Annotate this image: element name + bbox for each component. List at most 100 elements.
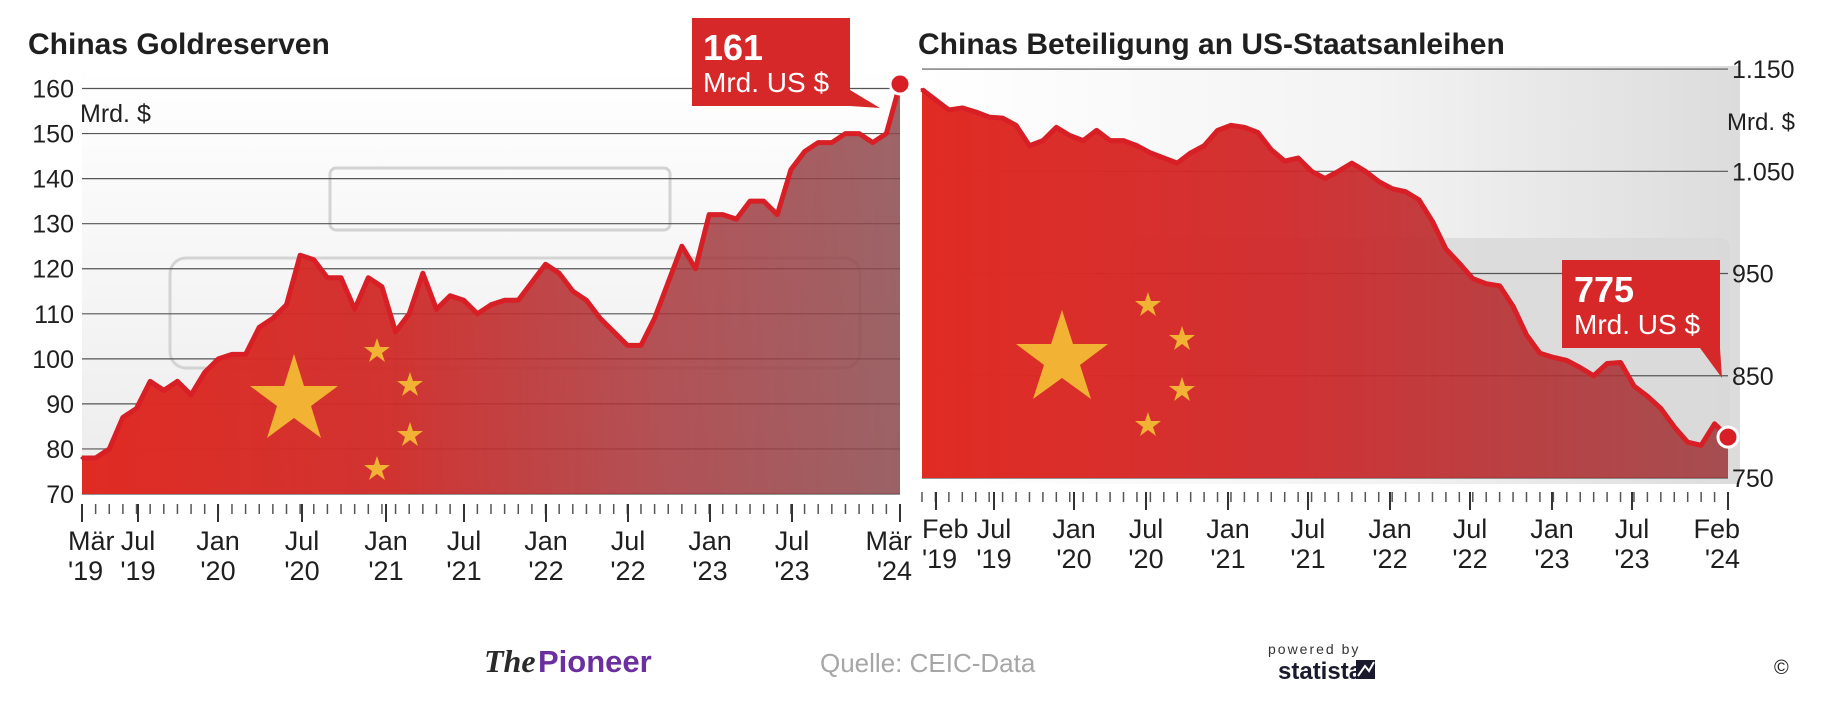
data-point [1538, 351, 1542, 355]
data-point [203, 370, 207, 374]
y-tick-label: 70 [46, 481, 74, 509]
data-point [421, 271, 425, 275]
data-point [503, 298, 507, 302]
data-point [762, 199, 766, 203]
data-point [1498, 284, 1502, 288]
data-point [1713, 422, 1717, 426]
y-tick-label: 100 [32, 346, 74, 374]
end-marker [1716, 425, 1740, 449]
china-flag-stars-right [1016, 292, 1195, 436]
data-point [884, 132, 888, 136]
x-tick-label-month: Jul [121, 526, 156, 556]
data-point [1054, 125, 1058, 129]
data-point [1525, 333, 1528, 337]
data-point [803, 150, 807, 154]
y-tick-label: 110 [34, 301, 74, 329]
data-point [121, 415, 125, 419]
x-tick-label-month: Feb [1693, 514, 1740, 544]
data-point [1336, 169, 1340, 173]
data-point [680, 244, 684, 248]
data-point [1081, 139, 1085, 143]
data-point [612, 330, 616, 334]
small-star-icon [1135, 412, 1161, 436]
left-x-axis: Mär'19Jul'19Jan'20Jul'20Jan'21Jul'21Jan'… [68, 504, 912, 586]
data-point [843, 132, 847, 136]
data-point [1189, 151, 1193, 155]
x-tick-label-month: Jan [364, 526, 408, 556]
left-callout: 161 Mrd. US $ [692, 18, 880, 108]
left-y-axis: 160 150 140 130 120 110 100 90 80 70 [32, 76, 74, 509]
y-tick-label: 1.050 [1732, 158, 1795, 186]
data-point [1592, 374, 1596, 378]
data-point [325, 276, 329, 280]
right-callout-unit: Mrd. US $ [1574, 309, 1700, 340]
data-point [653, 316, 657, 320]
data-point [189, 393, 193, 397]
data-point [1699, 443, 1703, 447]
china-flag-stars-left [250, 338, 423, 480]
data-point [974, 110, 978, 114]
y-tick-label: 150 [32, 121, 74, 149]
right-callout: 775 Mrd. US $ [1562, 260, 1722, 378]
data-point [1471, 277, 1475, 281]
right-x-axis: Feb'19Jul'19Jan'20Jul'20Jan'21Jul'21Jan'… [921, 492, 1740, 574]
data-point [1565, 358, 1569, 362]
data-point [162, 388, 166, 392]
data-point [734, 217, 738, 221]
data-point [1027, 144, 1031, 148]
right-callout-value: 775 [1574, 269, 1634, 310]
data-point [933, 98, 937, 102]
data-point [694, 267, 697, 271]
data-point [462, 298, 466, 302]
right-chart-title: Chinas Beteiligung an US-Staatsanleihen [918, 28, 1505, 61]
data-point [257, 325, 261, 329]
y-tick-label: 850 [1732, 363, 1774, 391]
x-tick-label-year: '23 [692, 556, 727, 586]
data-point [1363, 169, 1367, 173]
data-point [987, 115, 991, 119]
small-star-icon [397, 372, 423, 396]
data-point [1148, 151, 1152, 155]
data-point [1242, 125, 1246, 129]
data-point [1484, 282, 1488, 286]
data-point [94, 456, 98, 460]
data-point [1672, 425, 1676, 429]
data-point [1216, 128, 1220, 132]
data-point [80, 456, 84, 460]
y-tick-label: 130 [32, 211, 74, 239]
x-tick-label-month: Jan [1206, 514, 1250, 544]
right-y-unit: Mrd. $ [1727, 109, 1795, 136]
data-point [544, 262, 548, 266]
data-point [1108, 139, 1112, 143]
data-point [380, 285, 384, 289]
data-point [1686, 440, 1690, 444]
x-tick-label-year: '24 [1705, 544, 1740, 574]
thepioneer-logo: The Pioneer [484, 643, 652, 679]
data-point [1645, 394, 1649, 398]
x-tick-label-year: '22 [1372, 544, 1407, 574]
data-point [1283, 159, 1287, 163]
x-tick-label-month: Jul [775, 526, 810, 556]
x-tick-label-year: '19 [120, 556, 155, 586]
data-point [1135, 144, 1139, 148]
data-point [1041, 139, 1045, 143]
data-point [857, 132, 861, 136]
small-star-icon [397, 422, 423, 446]
x-tick-label-year: '22 [1452, 544, 1487, 574]
x-tick-label-month: Mär [68, 526, 115, 556]
source-text: Quelle: CEIC-Data [820, 648, 1036, 678]
data-point [339, 276, 343, 280]
left-y-unit: Mrd. $ [80, 100, 151, 128]
y-tick-label: 80 [46, 436, 74, 464]
data-point [721, 213, 725, 217]
x-tick-label-month: Jul [977, 514, 1012, 544]
data-point [1444, 247, 1448, 251]
x-tick-label-year: '22 [528, 556, 563, 586]
small-star-icon [1135, 292, 1161, 316]
x-tick-label-month: Mär [866, 526, 913, 556]
data-point [707, 213, 711, 217]
data-point [1229, 123, 1233, 127]
data-point [475, 312, 479, 316]
y-tick-label: 950 [1732, 261, 1774, 289]
